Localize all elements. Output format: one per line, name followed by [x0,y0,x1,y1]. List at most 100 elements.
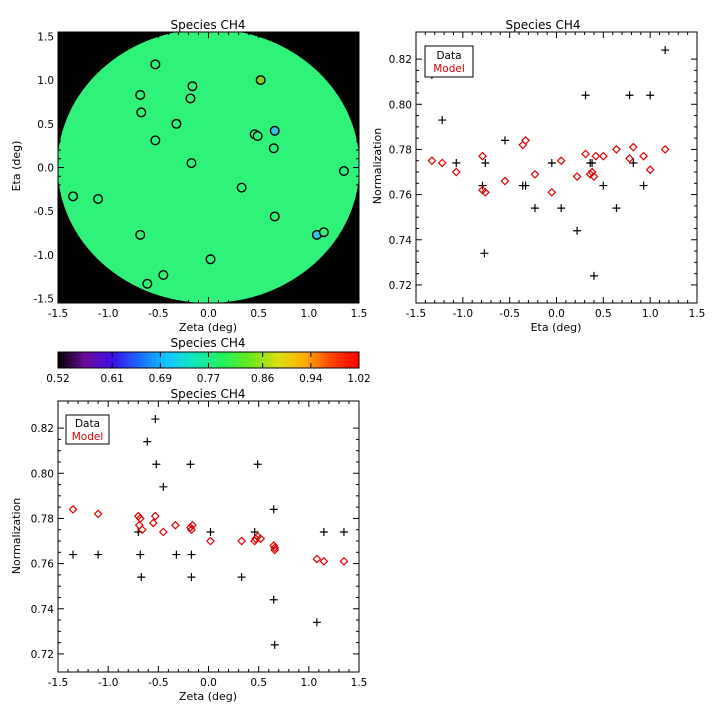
map-station-point [268,143,279,154]
zeta-data-point [237,573,246,582]
map-station-point [269,125,280,136]
colorbar-tick-label: 0.52 [46,373,69,385]
eta-x-tick-label: 0.0 [548,308,565,320]
map-x-tick-label: 1.5 [351,308,368,320]
zeta-model-point [187,520,197,530]
zeta-plot-y-label: Normalization [10,498,23,574]
map-station-point [236,182,247,193]
map-y-tick-label: 1.0 [37,75,54,87]
zeta-model-point [68,504,78,514]
eta-data-point [581,91,590,100]
map-y-tick-label: 0.0 [37,163,54,175]
map-x-tick-label: -0.5 [148,308,169,320]
map-station-point [318,227,329,238]
zeta-plot-legend: Data Model [65,414,110,445]
eta-x-tick-label: 1.0 [642,308,659,320]
map-x-ticks: -1.5 -1.0 -0.5 0.0 0.5 1.0 1.5 -1.5 -1.0 -0.5 0.0 0… [34,31,368,320]
eta-model-point [530,169,540,179]
map-y-label: Eta (deg) [10,141,23,192]
eta-data-point [521,181,530,190]
eta-data-point [478,181,487,190]
map-x-label: Zeta (deg) [179,321,237,334]
eta-model-point [500,176,510,186]
eta-x-tick-label: -1.0 [453,308,474,320]
map-station-point [135,229,146,240]
eta-x-tick-label: -0.5 [499,308,520,320]
eta-model-point [547,187,557,197]
zeta-data-point [69,550,78,559]
map-station-point [252,131,263,142]
zeta-data-point [312,618,321,627]
map-station-point [185,93,196,104]
zeta-data-point [136,550,145,559]
map-y-tick-label: 0.5 [37,119,54,131]
eta-model-point [611,144,621,154]
eta-data-point [438,116,447,125]
zeta-data-point [151,415,160,424]
map-x-tick-label: 0.0 [200,308,217,320]
zeta-legend-box [65,414,110,445]
map-station-point [136,107,147,118]
eta-data-point [629,158,638,167]
zeta-y-tick-label: 0.72 [31,649,54,661]
eta-model-point [589,172,599,181]
zeta-y-tick-label: 0.78 [31,513,54,525]
map-points [68,59,349,289]
zeta-data-point [269,505,278,514]
eta-data-point [625,91,634,100]
zeta-model-point [312,554,322,564]
eta-model-point [645,165,655,175]
eta-y-tick-label: 0.82 [389,54,412,66]
zeta-data-point [143,437,152,446]
map-x-tick-label: -1.5 [48,308,69,320]
colorbar-tick-label: 0.61 [100,373,123,385]
zeta-data-point [269,595,278,604]
zeta-x-tick-label: 1.5 [351,677,368,689]
zeta-model-point [270,543,280,553]
colorbar-tick-label: 0.86 [251,373,275,385]
zeta-y-tick-label: 0.76 [31,559,55,571]
eta-model-point [660,144,670,154]
eta-model-point [478,151,487,161]
eta-y-tick-label: 0.78 [389,144,412,156]
zeta-data-point [270,640,279,649]
map-x-tick-label: 1.0 [300,308,317,320]
zeta-data-point [319,527,328,536]
zeta-data-point [187,550,196,559]
zeta-data-point [137,573,146,582]
zeta-data-point [250,527,259,536]
eta-model-point [581,149,590,159]
eta-data-point [480,249,489,258]
zeta-data-point [339,527,348,536]
eta-data-point [452,158,461,167]
eta-data-point [661,46,670,55]
map-station-point [205,254,216,265]
zeta-data-point [253,460,262,469]
zeta-data-point [187,573,196,582]
eta-plot-legend: Data Model [424,45,474,78]
eta-data-point [589,271,598,280]
zeta-data-point [159,482,168,491]
eta-plot-axes: -1.5 -1.0 -0.5 0.0 0.5 1.0 1.5 0.72 0.74 0.76 0.78… [389,32,705,320]
eta-model-point [572,172,582,181]
zeta-plot-x-label: Zeta (deg) [179,690,237,703]
zeta-model-point [269,541,279,550]
map-station-point [135,89,146,100]
zeta-model-point [135,513,145,523]
eta-model-point [556,156,566,166]
zeta-data-point [206,527,215,536]
eta-data-point [530,204,539,213]
eta-data-point [588,158,597,167]
zeta-data-point [152,460,161,469]
eta-data-point [612,204,621,213]
eta-plot-title: Species CH4 [505,18,580,32]
map-station-point [142,278,153,289]
zeta-data-point [186,460,195,469]
zeta-data-point [94,550,103,559]
map-y-tick-label: -1.5 [34,294,55,306]
map-station-point [158,270,169,281]
zeta-x-tick-label: -0.5 [148,677,169,689]
eta-data-point [646,91,655,100]
map-station-point [68,191,79,202]
